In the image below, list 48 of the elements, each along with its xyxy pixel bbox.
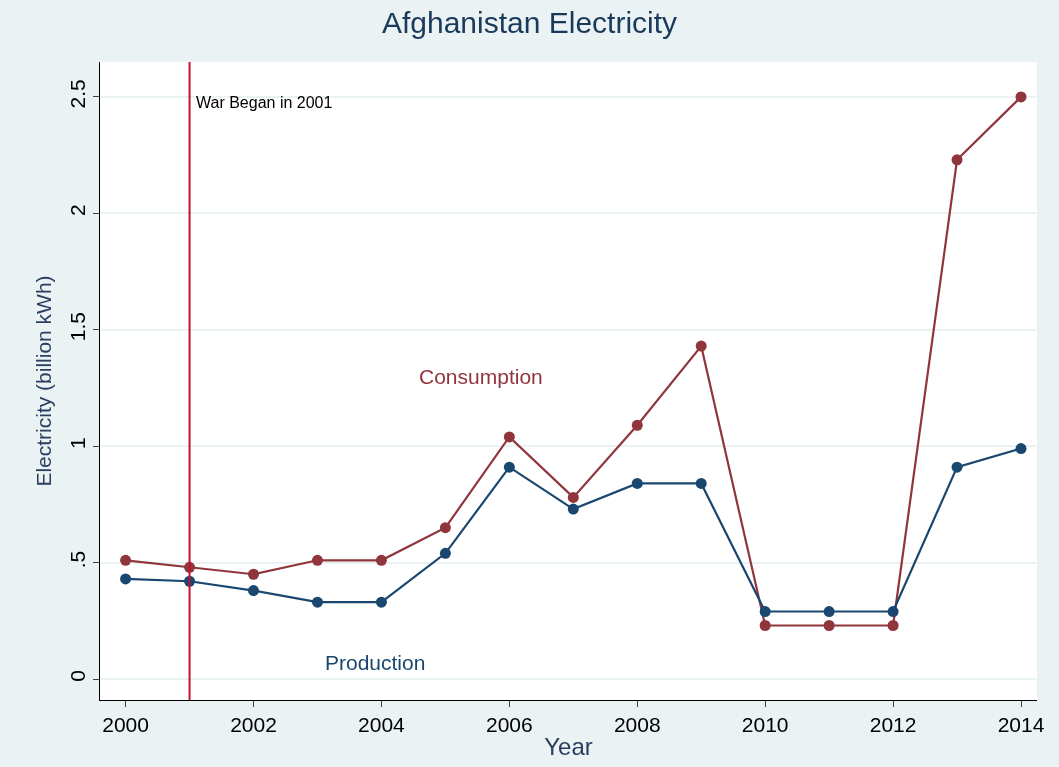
point [248,585,259,597]
point [759,619,771,631]
x-tick-label: 2014 [997,713,1045,737]
x-tick-label: 2004 [358,713,406,737]
y-tick-label: .5 [65,550,89,569]
x-tick-label: 2012 [869,713,917,737]
y-tick-label: 1 [65,437,89,449]
point [439,547,451,559]
text: Consumption [419,365,543,388]
point [695,340,707,352]
ref-line-label: War Began in 2001 [196,94,333,111]
point [951,154,963,166]
y-tick-label: 0 [65,670,89,682]
point [120,554,132,566]
point [823,606,835,618]
point [887,619,899,631]
point [631,477,643,489]
y-axis-title: Electricity (billion kWh) [31,275,55,487]
point [887,606,899,618]
chart-title: Afghanistan Electricity [381,5,678,39]
point [951,461,963,473]
point [311,596,323,608]
point [248,568,259,580]
x-tick-label: 2008 [613,713,661,737]
point [759,606,771,618]
point [823,619,835,631]
point [439,522,451,534]
x-axis-title: Year [544,732,593,760]
point [375,554,387,566]
point [503,431,515,443]
x-tick-label: 2006 [485,713,533,737]
point [1015,443,1027,455]
point [311,554,323,566]
point [631,419,643,431]
y-tick-label: 1.5 [65,312,89,342]
point [503,461,515,473]
y-tick-label: 2 [65,204,89,217]
x-tick-label: 2010 [741,713,789,737]
point [567,503,579,515]
text: Production [325,651,426,674]
point [1015,91,1027,103]
point [567,491,579,503]
point [695,477,707,489]
point [120,573,132,585]
x-tick-label: 2000 [102,713,149,737]
x-tick-label: 2002 [230,713,277,737]
y-tick-label: 2.5 [65,79,89,109]
point [375,596,387,608]
